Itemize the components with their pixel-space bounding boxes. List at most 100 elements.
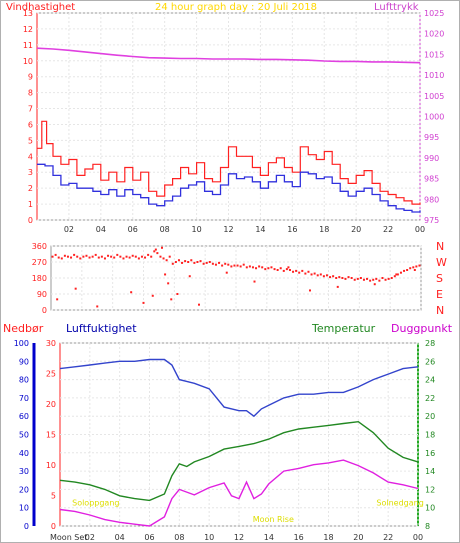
direction-point <box>325 274 328 277</box>
direction-point <box>239 265 242 268</box>
direction-point <box>295 269 298 272</box>
wind-y-tick-label: 8 <box>28 89 33 98</box>
direction-point <box>150 255 153 258</box>
direction-point <box>282 269 285 272</box>
climate-x-tick-label: 12 <box>234 533 244 542</box>
pressure-axis-label: Lufttrykk <box>374 2 419 13</box>
direction-point <box>76 255 79 258</box>
wind-x-tick-label: 06 <box>128 225 138 234</box>
temperature-line <box>59 420 419 502</box>
direction-point <box>378 279 381 282</box>
humidity-y-tick-label: 15 <box>46 431 56 440</box>
rain-y-tick-label: 90 <box>19 357 29 366</box>
direction-point <box>188 275 191 278</box>
direction-point <box>285 268 288 271</box>
legend-temperature: Temperatur <box>311 322 376 335</box>
wind-y-tick-label: 6 <box>28 120 33 129</box>
direction-point <box>309 289 311 292</box>
direction-point <box>181 261 184 264</box>
direction-point <box>82 255 85 258</box>
direction-point <box>168 255 171 258</box>
direction-point <box>347 276 350 279</box>
direction-point <box>415 265 418 268</box>
dewpoint-line <box>59 459 419 527</box>
climate-x-tick-label: 08 <box>174 533 184 542</box>
direction-point <box>73 253 76 256</box>
direction-point <box>128 256 131 259</box>
direction-point <box>103 257 106 260</box>
direction-point <box>336 285 339 288</box>
direction-point <box>162 257 165 260</box>
direction-point <box>310 273 313 276</box>
direction-point <box>338 276 341 279</box>
direction-point <box>167 282 170 285</box>
direction-point <box>85 254 88 257</box>
pressure-y-tick-label: 1015 <box>424 50 444 59</box>
legend-dewpoint: Duggpunkt <box>391 322 453 335</box>
wind-x-tick-label: 22 <box>383 225 393 234</box>
pressure-y-tick-label: 980 <box>424 195 439 204</box>
direction-point <box>134 255 137 258</box>
wind-y-tick-label: 9 <box>28 73 33 82</box>
wind-x-tick-label: 18 <box>319 225 329 234</box>
direction-point <box>116 253 119 256</box>
direction-point <box>335 277 338 279</box>
direction-point <box>113 256 116 259</box>
pressure-y-tick-label: 1025 <box>424 9 444 18</box>
wind-x-tick-label: 12 <box>223 225 233 234</box>
direction-point <box>205 261 208 264</box>
direction-point <box>202 262 205 265</box>
compass-label: N <box>436 240 444 253</box>
rain-y-tick-label: 100 <box>14 339 29 348</box>
wind-x-tick-label: 10 <box>191 225 201 234</box>
direction-point <box>287 266 290 269</box>
direction-point <box>74 287 77 290</box>
direction-point <box>214 263 217 266</box>
temperature-y-tick-label: 8 <box>425 522 430 531</box>
pressure-y-tick-label: 1000 <box>424 113 444 122</box>
direction-point <box>270 266 273 269</box>
wind-y-tick-label: 11 <box>23 41 33 50</box>
rain-y-tick-label: 10 <box>19 504 29 513</box>
direction-point <box>88 256 91 259</box>
climate-x-tick-label: 14 <box>264 533 274 542</box>
direction-point <box>396 273 399 276</box>
rain-y-tick-label: 20 <box>19 485 29 494</box>
temperature-y-tick-label: 14 <box>425 467 435 476</box>
wind-x-tick-label: 20 <box>351 225 361 234</box>
climate-x-tick-label: 10 <box>204 533 214 542</box>
direction-point <box>307 270 310 273</box>
direction-point <box>366 277 369 280</box>
direction-point <box>125 255 128 258</box>
direction-point <box>230 265 233 268</box>
direction-point <box>258 265 261 268</box>
direction-point <box>356 277 359 280</box>
climate-x-tick-label: 04 <box>115 533 125 542</box>
direction-point <box>341 277 344 279</box>
direction-point <box>233 264 236 267</box>
legend-humidity: Luftfuktighet <box>66 322 137 335</box>
direction-point <box>316 274 319 277</box>
direction-point <box>236 264 239 267</box>
direction-point <box>359 277 362 279</box>
direction-point <box>137 257 140 260</box>
direction-point <box>96 305 99 308</box>
direction-point <box>279 267 282 270</box>
humidity-y-tick-label: 25 <box>46 370 56 379</box>
compass-label: E <box>436 288 443 301</box>
wind-x-tick-label: 04 <box>96 225 106 234</box>
direction-point <box>177 259 180 262</box>
direction-point <box>171 262 174 265</box>
direction-point <box>187 261 190 263</box>
temperature-y-tick-label: 10 <box>425 504 435 513</box>
wind-y-tick-label: 1 <box>28 200 33 209</box>
direction-point <box>319 273 322 276</box>
direction-point <box>375 277 378 280</box>
direction-point <box>304 272 307 275</box>
direction-point <box>221 264 224 267</box>
direction-point <box>273 268 276 271</box>
climate-x-tick-label: 02 <box>85 533 95 542</box>
